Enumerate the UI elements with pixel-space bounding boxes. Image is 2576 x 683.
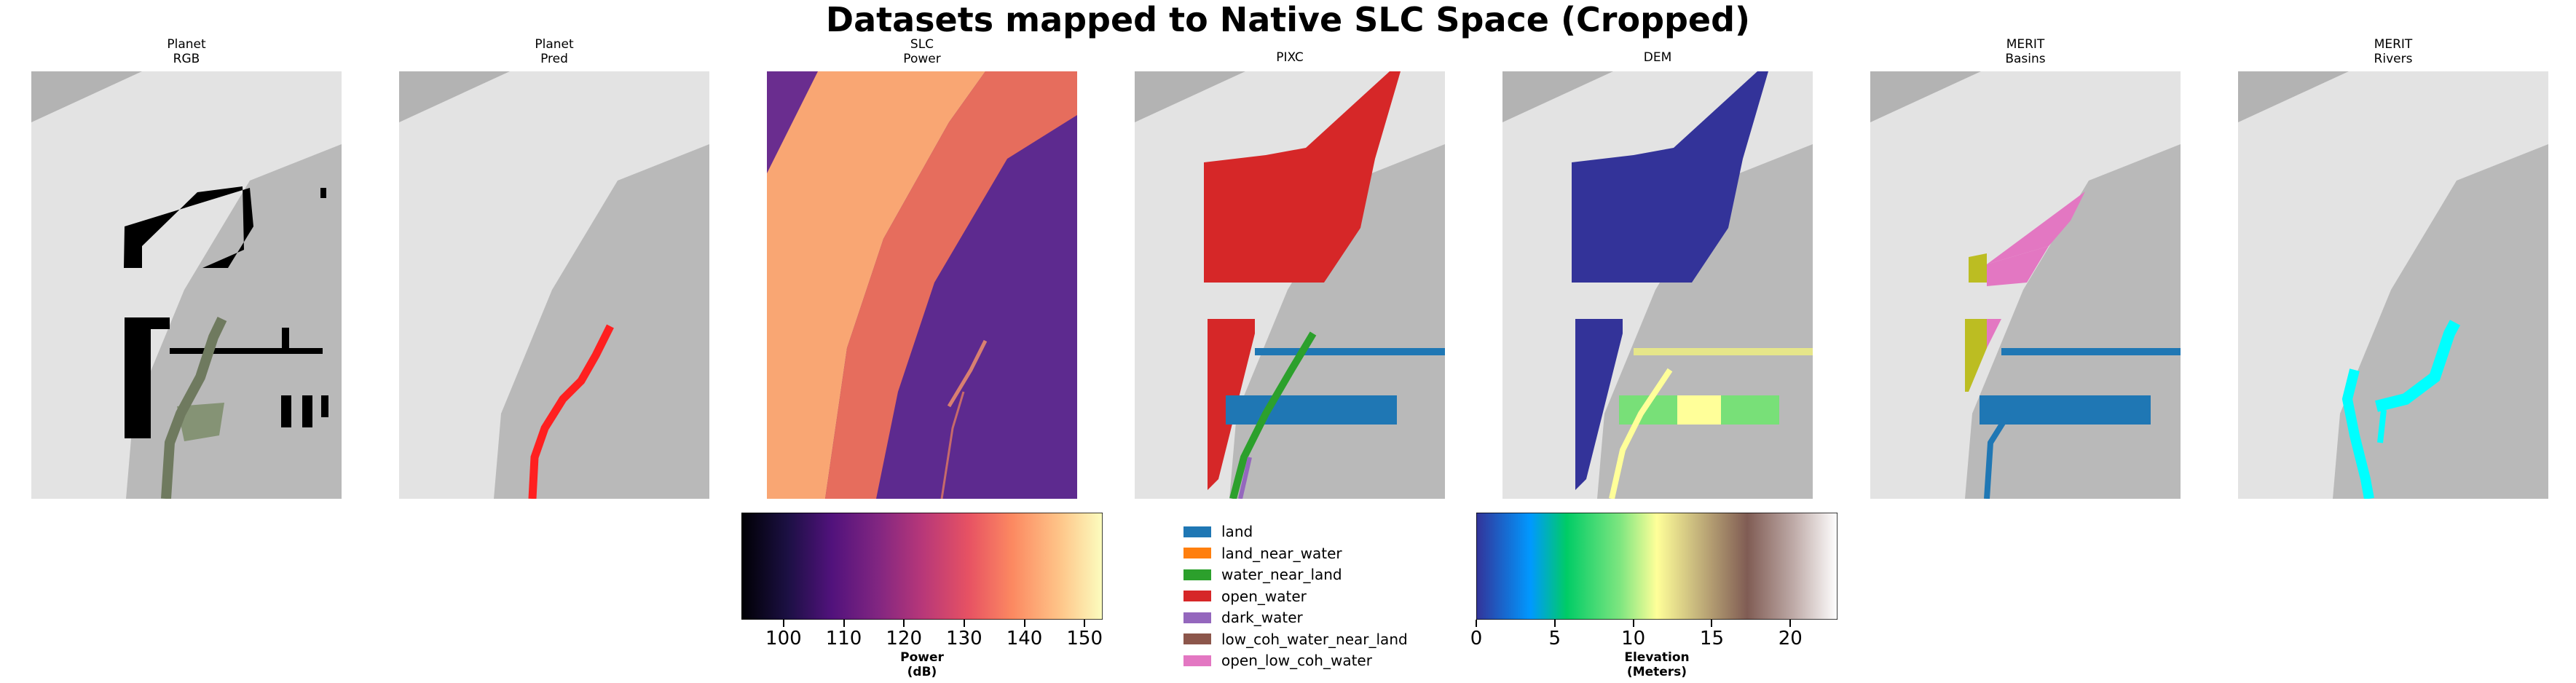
legend-swatch <box>1183 526 1211 537</box>
colorbar-tick-mark <box>963 620 965 627</box>
panel-title-dem: DEM <box>1502 50 1813 65</box>
legend-entry: land <box>1183 523 1253 540</box>
legend-entry: land_near_water <box>1183 545 1342 562</box>
panel-dem <box>1502 71 1813 499</box>
panel-slc-power <box>767 71 1077 499</box>
colorbar-tick-label: 20 <box>1778 628 1803 650</box>
panel-merit-basins <box>1870 71 2181 499</box>
colorbar-tick-label: 140 <box>1006 628 1043 650</box>
legend-entry: open_water <box>1183 588 1307 605</box>
power-colorbar-label: Power (dB) <box>741 650 1103 679</box>
panel-title-line2: Pred <box>540 52 568 66</box>
elevation-label-line1: Elevation <box>1624 650 1690 665</box>
colorbar-tick-label: 5 <box>1548 628 1561 650</box>
legend-label: open_low_coh_water <box>1221 652 1372 669</box>
legend-swatch <box>1183 548 1211 558</box>
legend-label: land_near_water <box>1221 544 1342 562</box>
panel-title-line1: MERIT <box>2374 37 2413 52</box>
colorbar-tick-label: 110 <box>825 628 862 650</box>
colorbar-tick-label: 100 <box>765 628 802 650</box>
colorbar-tick-mark <box>1084 620 1086 627</box>
panel-title-line1: Planet <box>167 37 206 52</box>
colorbar-tick-label: 0 <box>1470 628 1483 650</box>
colorbar-tick-mark <box>782 620 784 627</box>
panel-title-line1: SLC <box>910 37 934 52</box>
panel-title-line1: PIXC <box>1276 50 1304 65</box>
legend-label: low_coh_water_near_land <box>1221 630 1408 648</box>
colorbar-tick-mark <box>1789 620 1792 627</box>
legend-entry: open_low_coh_water <box>1183 652 1372 669</box>
panel-title-planet-pred: Planet Pred <box>399 37 709 66</box>
colorbar-tick-mark <box>1711 620 1713 627</box>
panel-title-pixc: PIXC <box>1135 50 1445 65</box>
colorbar-tick-label: 10 <box>1621 628 1646 650</box>
legend-entry: water_near_land <box>1183 566 1342 583</box>
colorbar-tick-mark <box>1553 620 1556 627</box>
colorbar-tick-label: 150 <box>1066 628 1103 650</box>
power-label-line1: Power <box>900 650 944 665</box>
panel-title-line1: DEM <box>1643 50 1672 65</box>
legend-swatch <box>1183 612 1211 623</box>
power-label-line2: (dB) <box>907 665 937 679</box>
elevation-colorbar <box>1476 513 1838 620</box>
panel-merit-rivers <box>2238 71 2548 499</box>
panel-planet-pred <box>399 71 709 499</box>
colorbar-tick-label: 15 <box>1699 628 1725 650</box>
power-colorbar <box>741 513 1103 620</box>
elevation-label-line2: (Meters) <box>1626 665 1687 679</box>
panel-title-line2: Power <box>903 52 941 66</box>
panel-title-planet-rgb: Planet RGB <box>31 37 342 66</box>
merit-river-lines <box>2341 320 2461 499</box>
panel-planet-rgb <box>31 71 342 499</box>
legend-entry: dark_water <box>1183 609 1303 626</box>
panel-title-line1: MERIT <box>2006 37 2045 52</box>
legend-label: land <box>1221 523 1253 540</box>
legend-label: dark_water <box>1221 609 1303 626</box>
elevation-colorbar-label: Elevation (Meters) <box>1476 650 1838 679</box>
predicted-river <box>528 324 614 499</box>
panel-pixc <box>1135 71 1445 499</box>
colorbar-tick-mark <box>843 620 845 627</box>
figure-title: Datasets mapped to Native SLC Space (Cro… <box>825 0 1751 39</box>
panel-title-line2: Basins <box>2005 52 2046 66</box>
colorbar-tick-label: 130 <box>946 628 982 650</box>
legend-entry: low_coh_water_near_land <box>1183 631 1408 648</box>
legend-swatch <box>1183 591 1211 601</box>
legend-label: water_near_land <box>1221 566 1342 583</box>
legend-label: open_water <box>1221 587 1307 605</box>
colorbar-tick-mark <box>1023 620 1025 627</box>
colorbar-tick-mark <box>1476 620 1477 627</box>
planet-rgb-water-mask <box>124 186 328 438</box>
panel-title-line1: Planet <box>535 37 574 52</box>
colorbar-tick-mark <box>1632 620 1634 627</box>
legend-swatch <box>1183 633 1211 644</box>
colorbar-tick-label: 120 <box>886 628 923 650</box>
panel-title-line2: RGB <box>173 52 200 66</box>
panel-title-merit-basins: MERIT Basins <box>1870 37 2181 66</box>
panel-title-slc-power: SLC Power <box>767 37 1077 66</box>
colorbar-tick-mark <box>903 620 905 627</box>
legend-swatch <box>1183 655 1211 666</box>
panel-title-merit-rivers: MERIT Rivers <box>2238 37 2548 66</box>
panel-title-line2: Rivers <box>2374 52 2413 66</box>
legend-swatch <box>1183 569 1211 580</box>
